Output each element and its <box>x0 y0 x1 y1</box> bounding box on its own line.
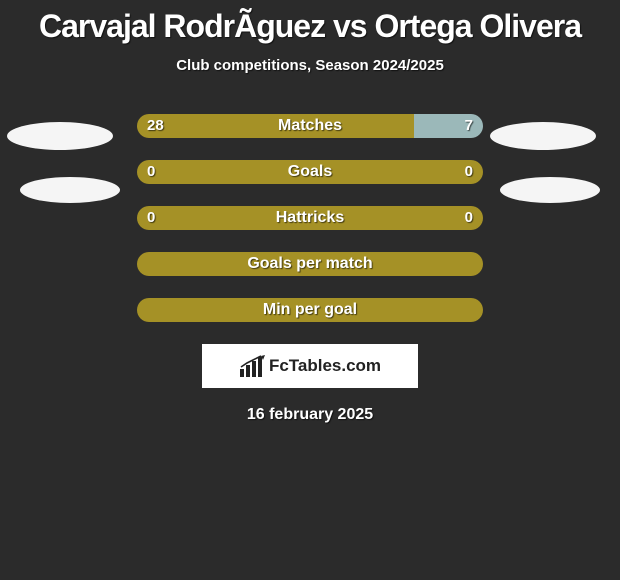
stat-value-right: 0 <box>465 206 473 230</box>
footer-date: 16 february 2025 <box>0 406 620 424</box>
subtitle: Club competitions, Season 2024/2025 <box>0 57 620 74</box>
stat-bar <box>137 298 483 322</box>
stat-row-min-per-goal: Min per goal <box>137 298 483 322</box>
page-title: Carvajal RodrÃ­guez vs Ortega Olivera <box>0 0 620 45</box>
decor-ellipse-2 <box>20 177 120 203</box>
stat-value-left: 28 <box>147 114 164 138</box>
decor-ellipse-3 <box>500 177 600 203</box>
stat-row-hattricks: 00Hattricks <box>137 206 483 230</box>
stat-value-left: 0 <box>147 206 155 230</box>
stat-bar <box>137 160 483 184</box>
stat-bar <box>137 206 483 230</box>
brand-box: FcTables.com <box>202 344 418 388</box>
stat-value-right: 0 <box>465 160 473 184</box>
stat-bar <box>137 114 483 138</box>
decor-ellipse-0 <box>7 122 113 150</box>
stat-value-right: 7 <box>465 114 473 138</box>
stat-bar-left <box>137 114 414 138</box>
brand-text: FcTables.com <box>269 356 381 376</box>
decor-ellipse-1 <box>490 122 596 150</box>
stat-bar <box>137 252 483 276</box>
stat-row-matches: 287Matches <box>137 114 483 138</box>
stat-row-goals: 00Goals <box>137 160 483 184</box>
bars-icon <box>239 355 265 377</box>
stat-row-goals-per-match: Goals per match <box>137 252 483 276</box>
stat-value-left: 0 <box>147 160 155 184</box>
